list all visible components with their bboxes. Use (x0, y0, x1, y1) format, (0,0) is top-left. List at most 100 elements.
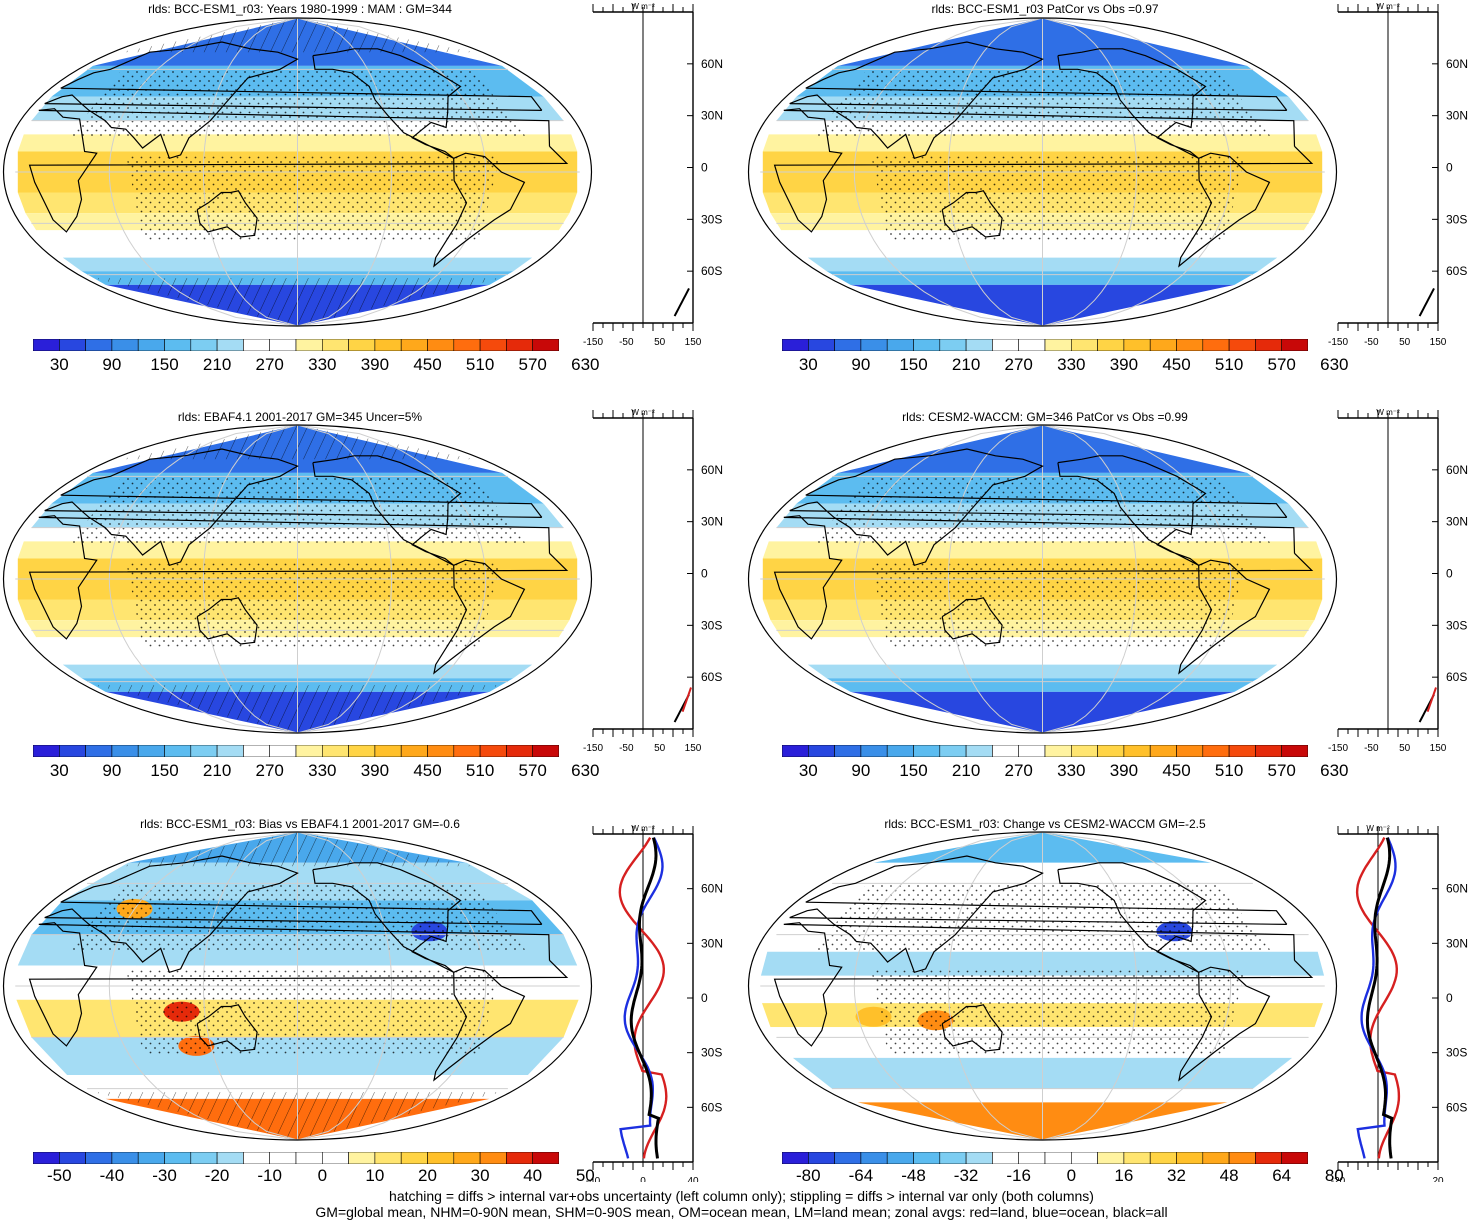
colorbar-label: 150 (899, 761, 928, 780)
stippling (126, 561, 501, 648)
coastline (196, 597, 258, 645)
colorbar-swatch (1018, 1152, 1046, 1164)
zonal-xtick-label: -20 (1331, 1176, 1346, 1182)
colorbar-swatch (1228, 339, 1256, 351)
colorbar-label: -32 (953, 1166, 979, 1185)
coastline (44, 855, 543, 974)
colorbar-swatch (1255, 745, 1282, 757)
zonal-xtick-label: -150 (1328, 337, 1348, 348)
colorbar-swatch (1044, 339, 1072, 351)
zonal-unit-label: W m⁻² (631, 408, 655, 417)
zonal-curve-ocean (1356, 837, 1397, 1159)
colorbar-labels-2: 30 90 150 210 270 330 390 450 510 570 630 (782, 355, 1349, 377)
colorbar-swatch (479, 745, 507, 757)
colorbar-swatch (1281, 339, 1308, 351)
colorbar-swatch (137, 745, 165, 757)
zonal-xtick-label: 150 (685, 743, 702, 754)
colorbar-swatch (216, 339, 244, 351)
coastline (773, 515, 1314, 640)
colorbar-swatch (427, 339, 455, 351)
colorbar-1 (33, 339, 559, 351)
zonal-ytick-label: 30N (701, 109, 723, 123)
panel-title-6: rlds: BCC-ESM1_r03: Change vs CESM2-WACC… (884, 817, 1206, 831)
colorbar-swatch (782, 745, 809, 757)
colorbar-label: 210 (202, 761, 232, 780)
panel-title-2: rlds: BCC-ESM1_r03 PatCor vs Obs =0.97 (931, 2, 1159, 16)
colorbar-swatch (1070, 339, 1098, 351)
zonal-xtick-label: -150 (1328, 743, 1348, 754)
graticule-meridian (108, 832, 298, 1140)
colorbar-label: -20 (204, 1166, 230, 1185)
colorbar-swatch (860, 745, 888, 757)
colorbar-label: 16 (1114, 1166, 1134, 1185)
colorbar-swatch (190, 1152, 218, 1164)
colorbar-swatch (427, 1152, 455, 1164)
colorbar-swatch (807, 745, 835, 757)
map-panel-3 (2, 424, 593, 734)
zonal-unit-label: W m⁻² (1376, 408, 1400, 417)
coastline (44, 41, 543, 160)
colorbar-label: 30 (798, 761, 818, 780)
colorbar-swatch (243, 339, 270, 351)
colorbar-swatch (1228, 745, 1256, 757)
coastline (789, 855, 1288, 974)
colorbar-swatch (939, 339, 967, 351)
graticule-meridian (853, 832, 1043, 1140)
zonal-curve-all (629, 837, 661, 1159)
graticule-meridian (1042, 18, 1138, 326)
footer-line-1: hatching = diffs > internal var+obs unce… (389, 1188, 1094, 1204)
zonal-ytick-label: 0 (1446, 161, 1453, 175)
graticule-meridian (297, 425, 393, 733)
colorbar-swatch (111, 745, 139, 757)
zonal-xtick-label: -50 (1364, 337, 1379, 348)
colorbar-label: 570 (518, 355, 547, 374)
zonal-xtick-label: 0 (640, 1176, 646, 1182)
colorbar-label: 10 (365, 1166, 385, 1185)
map-panel-4 (747, 424, 1338, 734)
colorbar-swatch (58, 339, 86, 351)
colorbar-swatch (992, 745, 1019, 757)
colorbar-label: 150 (150, 355, 179, 374)
colorbar-swatch (1255, 339, 1282, 351)
colorbar-label: 270 (255, 355, 284, 374)
stippling (871, 968, 1246, 1055)
stippling (871, 561, 1246, 648)
colorbar-swatch (807, 1152, 835, 1164)
zonal-mean-plot-6: W m⁻² 60N 30N 0 30S 60S -20 20 (1331, 824, 1468, 1182)
colorbar-swatch (295, 745, 323, 757)
colorbar-swatch (506, 1152, 533, 1164)
zonal-ytick-label: 60S (1446, 264, 1467, 278)
zonal-curve-land (618, 836, 668, 1159)
coastline (312, 862, 462, 973)
colorbar-swatch (137, 1152, 165, 1164)
zonal-curve-all (1365, 837, 1394, 1159)
colorbar-label: -48 (901, 1166, 926, 1185)
zonal-ytick-label: 60S (701, 264, 722, 278)
colorbar-swatch (400, 1152, 428, 1164)
colorbar-label: 510 (465, 761, 495, 780)
colorbar-label: 390 (1109, 355, 1139, 374)
colorbar-label: 30 (49, 355, 69, 374)
zonal-xtick-label: 150 (1430, 337, 1447, 348)
colorbar-label: 270 (1004, 355, 1033, 374)
colorbar-swatch (939, 1152, 967, 1164)
colorbar-swatch (216, 1152, 244, 1164)
graticule-meridian (297, 832, 393, 1140)
zonal-xtick-label: 150 (1430, 743, 1447, 754)
colorbar-swatch (374, 745, 402, 757)
coastline (28, 515, 569, 640)
zonal-ytick-label: 30N (701, 936, 723, 950)
panel-title-1: rlds: BCC-ESM1_r03: Years 1980-1999 : MA… (148, 2, 452, 16)
colorbar-label: 510 (1214, 355, 1244, 374)
map-border (2, 424, 593, 734)
colorbar-label: 48 (1219, 1166, 1239, 1185)
panel-title-5: rlds: BCC-ESM1_r03: Bias vs EBAF4.1 2001… (140, 817, 460, 831)
colorbar-labels-4: 30 90 150 210 270 330 390 450 510 570 630 (782, 761, 1349, 783)
zonal-ytick-label: 60S (701, 1100, 722, 1114)
zonal-ytick-label: 0 (1446, 567, 1453, 581)
colorbar-swatch (965, 745, 993, 757)
coastline (28, 922, 569, 1047)
zonal-xtick-label: 40 (687, 1176, 699, 1182)
coastline (773, 922, 1314, 1047)
colorbar-swatch (1044, 1152, 1072, 1164)
